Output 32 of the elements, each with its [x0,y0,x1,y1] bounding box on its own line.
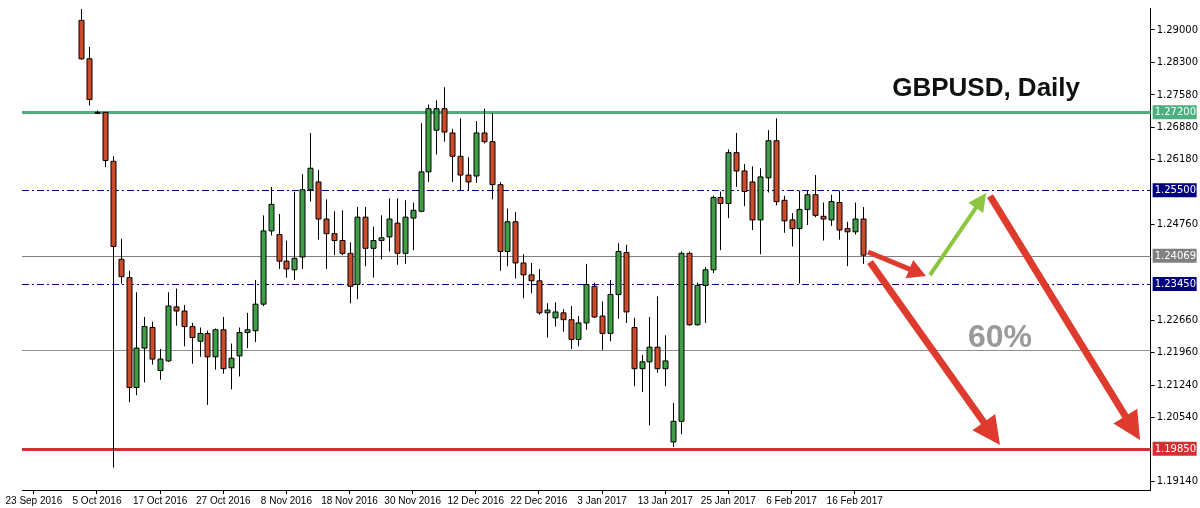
ref-line-label: 1.24069 [1154,249,1197,261]
x-tick-label: 22 Dec 2016 [510,494,568,506]
x-tick-label: 27 Oct 2016 [196,494,251,506]
y-tick-label: 1.24760 [1156,217,1199,229]
y-tick-label: 1.28300 [1156,55,1199,67]
x-tick-label: 30 Nov 2016 [384,494,442,506]
x-tick-label: 17 Oct 2016 [132,494,188,506]
ref-line-label: 1.27200 [1154,106,1197,118]
x-tick-label: 23 Sep 2016 [5,494,63,506]
x-tick-label: 18 Nov 2016 [321,494,379,506]
y-tick-label: 1.26880 [1156,120,1199,132]
x-tick-label: 12 Dec 2016 [447,494,505,506]
x-tick-label: 5 Oct 2016 [72,494,122,506]
ref-line-label: 1.23450 [1154,278,1197,290]
x-tick-label: 3 Jan 2017 [577,494,628,506]
y-tick-label: 1.26180 [1156,152,1199,164]
y-tick-label: 1.27580 [1156,88,1199,100]
y-tick-label: 1.29000 [1156,23,1199,35]
y-tick-label: 1.22660 [1156,313,1199,325]
ref-line-label: 1.25500 [1154,184,1197,196]
y-tick-label: 1.19140 [1156,474,1199,486]
x-tick-label: 13 Jan 2017 [637,494,694,506]
text: GBPUSD, Daily [892,72,1080,103]
x-tick-label: 25 Jan 2017 [700,494,757,506]
x-tick-label: 6 Feb 2017 [766,494,818,506]
ref-line-label: 1.19850 [1154,442,1197,454]
x-tick-label: 16 Feb 2017 [826,494,884,506]
annotation: 60% [968,318,1033,355]
y-tick-label: 1.21240 [1156,378,1199,390]
y-tick-label: 1.21960 [1156,345,1199,357]
x-tick-label: 8 Nov 2016 [260,494,313,506]
y-tick-label: 1.20540 [1156,410,1199,422]
